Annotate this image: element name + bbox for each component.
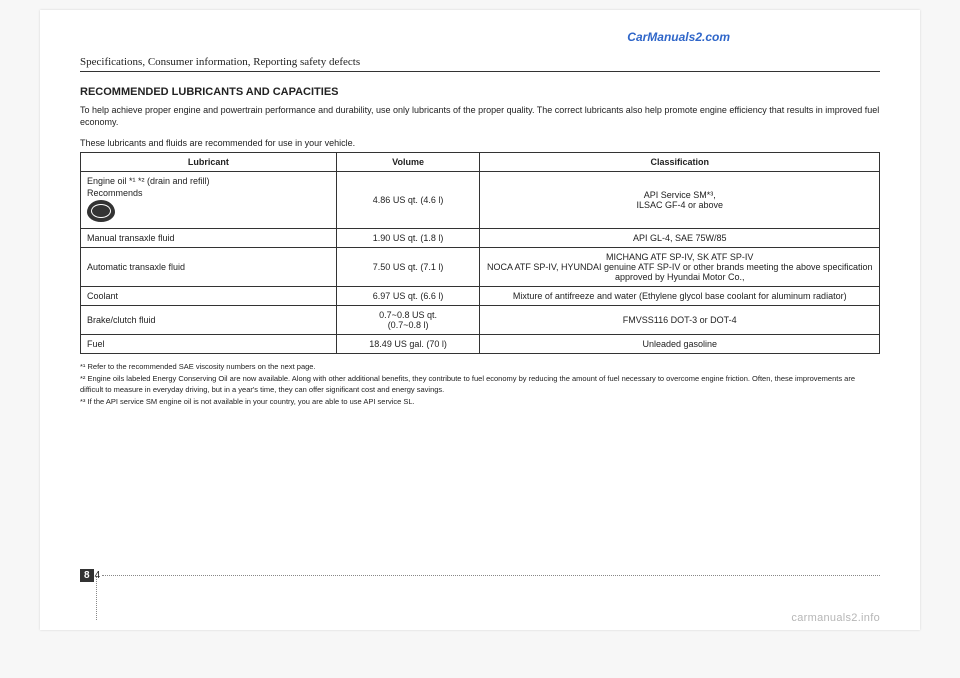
cell-classification: API GL-4, SAE 75W/85 bbox=[480, 229, 880, 248]
cell-lubricant: Manual transaxle fluid bbox=[81, 229, 337, 248]
intro-paragraph: To help achieve proper engine and powert… bbox=[80, 104, 880, 128]
table-row: Fuel 18.49 US gal. (70 l) Unleaded gasol… bbox=[81, 335, 880, 354]
lubricants-table: Lubricant Volume Classification Engine o… bbox=[80, 152, 880, 354]
cell-lubricant: Automatic transaxle fluid bbox=[81, 248, 337, 287]
table-row: Manual transaxle fluid 1.90 US qt. (1.8 … bbox=[81, 229, 880, 248]
page-marker: 84 bbox=[80, 569, 100, 582]
lubricant-main: Engine oil *¹ *² (drain and refill) bbox=[87, 176, 210, 186]
chapter-header: Specifications, Consumer information, Re… bbox=[80, 56, 880, 72]
cell-classification: Mixture of antifreeze and water (Ethylen… bbox=[480, 287, 880, 306]
footnote-3: *³ If the API service SM engine oil is n… bbox=[80, 397, 880, 407]
cell-volume: 18.49 US gal. (70 l) bbox=[336, 335, 480, 354]
section-number: 8 bbox=[80, 569, 94, 582]
table-header-row: Lubricant Volume Classification bbox=[81, 153, 880, 172]
cell-volume: 1.90 US qt. (1.8 l) bbox=[336, 229, 480, 248]
cell-volume: 7.50 US qt. (7.1 l) bbox=[336, 248, 480, 287]
page-number: 4 bbox=[95, 570, 101, 581]
footnote-2: *² Engine oils labeled Energy Conserving… bbox=[80, 374, 880, 394]
table-row: Automatic transaxle fluid 7.50 US qt. (7… bbox=[81, 248, 880, 287]
col-classification: Classification bbox=[480, 153, 880, 172]
cell-lubricant: Fuel bbox=[81, 335, 337, 354]
cell-volume: 6.97 US qt. (6.6 l) bbox=[336, 287, 480, 306]
col-lubricant: Lubricant bbox=[81, 153, 337, 172]
dotted-rule bbox=[102, 575, 880, 576]
table-row: Coolant 6.97 US qt. (6.6 l) Mixture of a… bbox=[81, 287, 880, 306]
sub-intro: These lubricants and fluids are recommen… bbox=[80, 138, 880, 148]
cell-lubricant: Engine oil *¹ *² (drain and refill) Reco… bbox=[81, 172, 337, 229]
quaker-state-badge-icon bbox=[87, 200, 115, 222]
footnote-1: *¹ Refer to the recommended SAE viscosit… bbox=[80, 362, 880, 372]
cell-classification: API Service SM*³, ILSAC GF-4 or above bbox=[480, 172, 880, 229]
manual-page: CarManuals2.com Specifications, Consumer… bbox=[40, 10, 920, 630]
cell-lubricant: Coolant bbox=[81, 287, 337, 306]
lubricant-sub: Recommends bbox=[87, 188, 330, 198]
cell-classification: FMVSS116 DOT-3 or DOT-4 bbox=[480, 306, 880, 335]
table-row: Engine oil *¹ *² (drain and refill) Reco… bbox=[81, 172, 880, 229]
dotted-rule-vertical bbox=[96, 576, 97, 620]
cell-volume: 0.7~0.8 US qt. (0.7~0.8 l) bbox=[336, 306, 480, 335]
cell-volume: 4.86 US qt. (4.6 l) bbox=[336, 172, 480, 229]
section-title: RECOMMENDED LUBRICANTS AND CAPACITIES bbox=[80, 86, 880, 98]
footnotes: *¹ Refer to the recommended SAE viscosit… bbox=[80, 362, 880, 407]
watermark: carmanuals2.info bbox=[791, 612, 880, 624]
col-volume: Volume bbox=[336, 153, 480, 172]
cell-classification: Unleaded gasoline bbox=[480, 335, 880, 354]
cell-lubricant: Brake/clutch fluid bbox=[81, 306, 337, 335]
brand-link[interactable]: CarManuals2.com bbox=[627, 30, 730, 44]
cell-classification: MICHANG ATF SP-IV, SK ATF SP-IV NOCA ATF… bbox=[480, 248, 880, 287]
table-row: Brake/clutch fluid 0.7~0.8 US qt. (0.7~0… bbox=[81, 306, 880, 335]
